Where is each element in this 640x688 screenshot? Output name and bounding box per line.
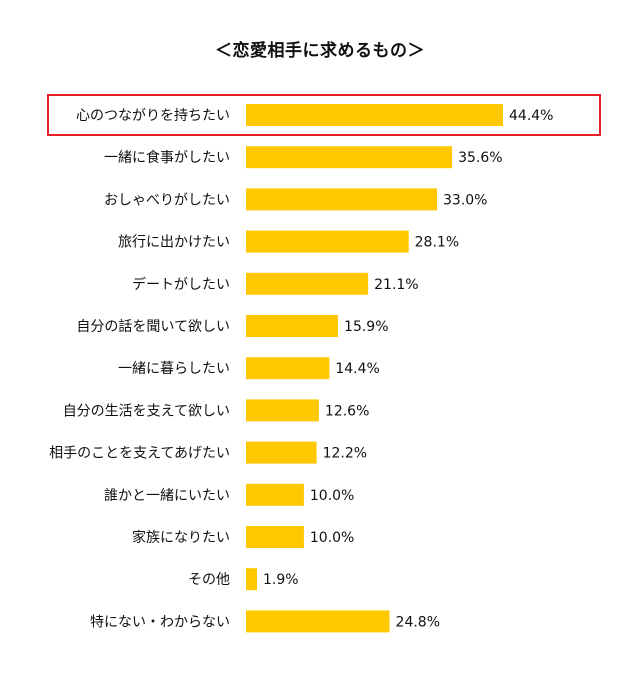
category-label: 自分の生活を支えて欲しい [63, 403, 230, 419]
value-label: 44.4% [509, 108, 553, 124]
value-label: 14.4% [335, 361, 379, 377]
bar [246, 230, 409, 253]
category-label: 家族になりたい [132, 529, 230, 546]
value-label: 28.1% [415, 235, 459, 251]
highlight-box [47, 94, 601, 136]
value-label: 33.0% [443, 192, 487, 208]
value-label: 12.2% [323, 446, 367, 462]
chart-title: ＜恋愛相手に求めるもの＞ [215, 41, 425, 61]
category-label: 心のつながりを持ちたい [76, 108, 230, 124]
category-label: おしゃべりがしたい [104, 192, 230, 208]
bar [246, 272, 369, 295]
value-label: 35.6% [458, 150, 502, 166]
category-label: 自分の話を聞いて欲しい [76, 318, 230, 335]
value-label: 10.0% [310, 488, 354, 504]
value-label: 15.9% [344, 319, 388, 335]
value-label: 21.1% [374, 277, 418, 293]
bar [246, 104, 503, 126]
value-label: 24.8% [396, 614, 440, 630]
bar [246, 610, 390, 633]
category-label: 特にない・わからない [90, 614, 230, 630]
bar [246, 188, 437, 211]
bar [246, 568, 257, 591]
bar [246, 441, 317, 464]
category-label: デートがしたい [132, 276, 230, 293]
value-label: 12.6% [325, 403, 369, 419]
category-label: 相手のことを支えてあげたい [49, 446, 230, 462]
category-label: 誰かと一緒にいたい [104, 488, 230, 504]
bar [246, 483, 304, 506]
bar [246, 526, 304, 548]
value-label: 10.0% [310, 530, 354, 546]
bar [246, 315, 338, 337]
category-label: 旅行に出かけたい [118, 235, 230, 251]
category-label: 一緒に暮らしたい [118, 361, 230, 377]
category-label: その他 [188, 572, 230, 588]
category-label: 一緒に食事がしたい [104, 149, 230, 166]
bar [246, 146, 453, 169]
bar [246, 399, 319, 422]
bar [246, 357, 330, 380]
value-label: 1.9% [263, 572, 299, 588]
